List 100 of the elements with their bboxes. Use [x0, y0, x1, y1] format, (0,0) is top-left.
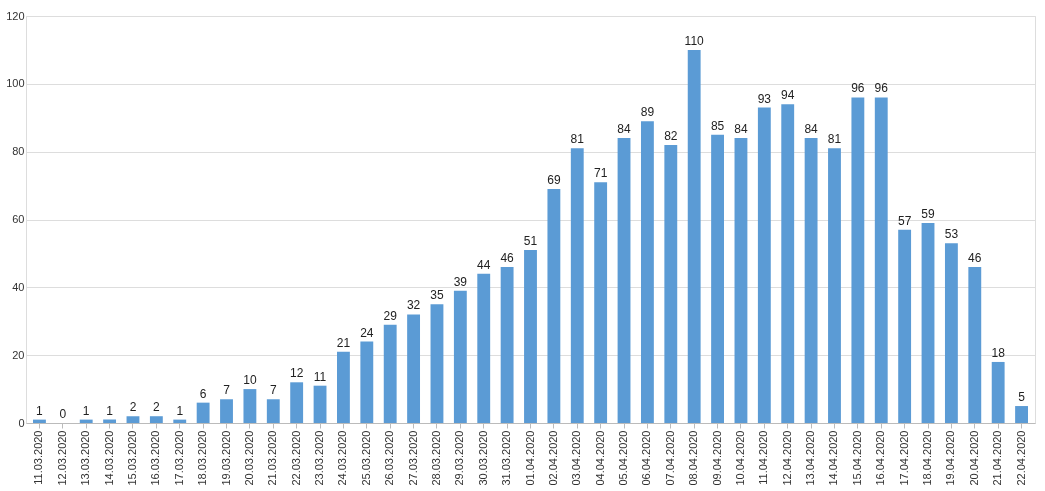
x-tick-label: 01.04.2020: [523, 430, 536, 486]
x-tick-label: 07.04.2020: [663, 430, 676, 486]
x-tick-label: 14.04.2020: [827, 430, 840, 486]
y-tick-label: 100: [6, 77, 25, 90]
data-label: 6: [199, 386, 207, 401]
x-tick-label: 22.03.2020: [289, 430, 302, 486]
bar: [781, 104, 795, 423]
bar: [126, 416, 140, 423]
data-label: 57: [897, 213, 912, 228]
bar: [430, 304, 444, 423]
bar: [477, 273, 491, 423]
x-tick-label: 05.04.2020: [617, 430, 630, 486]
x-tick-label: 21.03.2020: [266, 430, 279, 486]
data-label: 2: [153, 400, 161, 415]
x-tick-label: 20.04.2020: [967, 430, 980, 486]
data-label: 69: [547, 172, 561, 187]
data-label: 82: [664, 128, 678, 143]
data-label: 1: [176, 403, 184, 418]
bar: [149, 416, 163, 423]
bar: [687, 49, 701, 423]
x-tick-label: 29.03.2020: [453, 430, 466, 486]
bar: [383, 324, 397, 423]
x-tick-label: 06.04.2020: [640, 430, 653, 486]
bar: [290, 382, 304, 423]
data-label: 21: [336, 335, 351, 350]
data-label: 71: [593, 166, 608, 181]
data-label: 29: [383, 308, 398, 323]
data-label: 35: [430, 288, 444, 303]
x-tick-label: 17.04.2020: [897, 430, 910, 486]
data-label: 18: [991, 345, 1006, 360]
x-tick-label: 03.04.2020: [570, 430, 583, 486]
data-label: 0: [59, 407, 67, 421]
data-label: 1: [82, 403, 90, 418]
x-tick-label: 19.04.2020: [944, 430, 957, 486]
bar: [547, 188, 561, 423]
x-tick-label: 20.03.2020: [242, 430, 255, 486]
bar: [874, 97, 888, 423]
bar: [360, 341, 374, 423]
bar: [453, 290, 467, 423]
bar: [757, 107, 771, 423]
data-label: 32: [406, 298, 421, 313]
x-tick-label: 26.03.2020: [383, 430, 396, 486]
bar: [266, 399, 280, 423]
data-label: 93: [757, 91, 772, 106]
x-tick-label: 27.03.2020: [406, 430, 419, 486]
x-tick-label: 11.03.2020: [32, 430, 45, 485]
data-label: 7: [269, 383, 277, 398]
x-tick-label: 18.04.2020: [921, 430, 934, 486]
y-tick-label: 60: [12, 213, 25, 225]
data-label: 12: [289, 366, 304, 381]
x-tick-label: 11.04.2020: [757, 430, 770, 485]
bar: [337, 351, 350, 423]
x-tick-label: 23.03.2020: [313, 430, 326, 486]
y-tick-label: 20: [12, 348, 25, 361]
y-tick-label: 120: [6, 9, 25, 22]
data-label: 84: [734, 122, 748, 137]
data-label: 89: [640, 105, 655, 120]
data-label: 84: [804, 122, 819, 137]
bar: [944, 243, 958, 423]
data-label: 46: [500, 250, 515, 265]
y-tick-label: 40: [12, 280, 25, 293]
x-tick-label: 12.03.2020: [55, 430, 68, 486]
y-tick-label: 80: [12, 145, 25, 158]
x-tick-label: 09.04.2020: [710, 430, 723, 486]
bar: [617, 138, 631, 423]
bar: [734, 138, 748, 423]
x-tick-label: 17.03.2020: [172, 430, 185, 486]
x-tick-label: 18.03.2020: [196, 430, 209, 486]
bar: [851, 97, 865, 423]
data-label: 24: [360, 325, 374, 340]
x-tick-label: 22.04.2020: [1014, 430, 1027, 486]
bar: [243, 389, 257, 423]
data-label: 85: [710, 118, 725, 133]
x-tick-label: 12.04.2020: [780, 430, 793, 486]
x-tick-label: 16.03.2020: [149, 430, 162, 486]
bar: [968, 266, 982, 423]
x-tick-label: 15.04.2020: [850, 430, 863, 486]
bar: [594, 182, 608, 423]
bar: [921, 222, 935, 423]
x-tick-label: 14.03.2020: [102, 430, 115, 486]
x-tick-label: 10.04.2020: [733, 430, 746, 486]
data-label: 53: [944, 227, 959, 242]
bar: [991, 361, 1005, 423]
data-label: 84: [617, 122, 632, 137]
bar: [640, 121, 654, 423]
bar: [220, 399, 233, 423]
bar: [828, 148, 841, 423]
x-tick-label: 16.04.2020: [874, 430, 887, 486]
bar: [664, 144, 678, 423]
x-tick-label: 21.04.2020: [991, 430, 1004, 486]
x-tick-label: 04.04.2020: [593, 430, 606, 486]
data-label: 96: [851, 81, 865, 96]
x-tick-label: 30.03.2020: [476, 430, 489, 486]
data-label: 39: [453, 274, 468, 289]
data-label: 81: [827, 132, 842, 147]
bar: [804, 138, 818, 423]
x-tick-label: 15.03.2020: [125, 430, 138, 486]
x-tick-label: 25.03.2020: [359, 430, 372, 486]
x-tick-label: 02.04.2020: [546, 430, 559, 486]
data-label: 7: [223, 383, 231, 398]
